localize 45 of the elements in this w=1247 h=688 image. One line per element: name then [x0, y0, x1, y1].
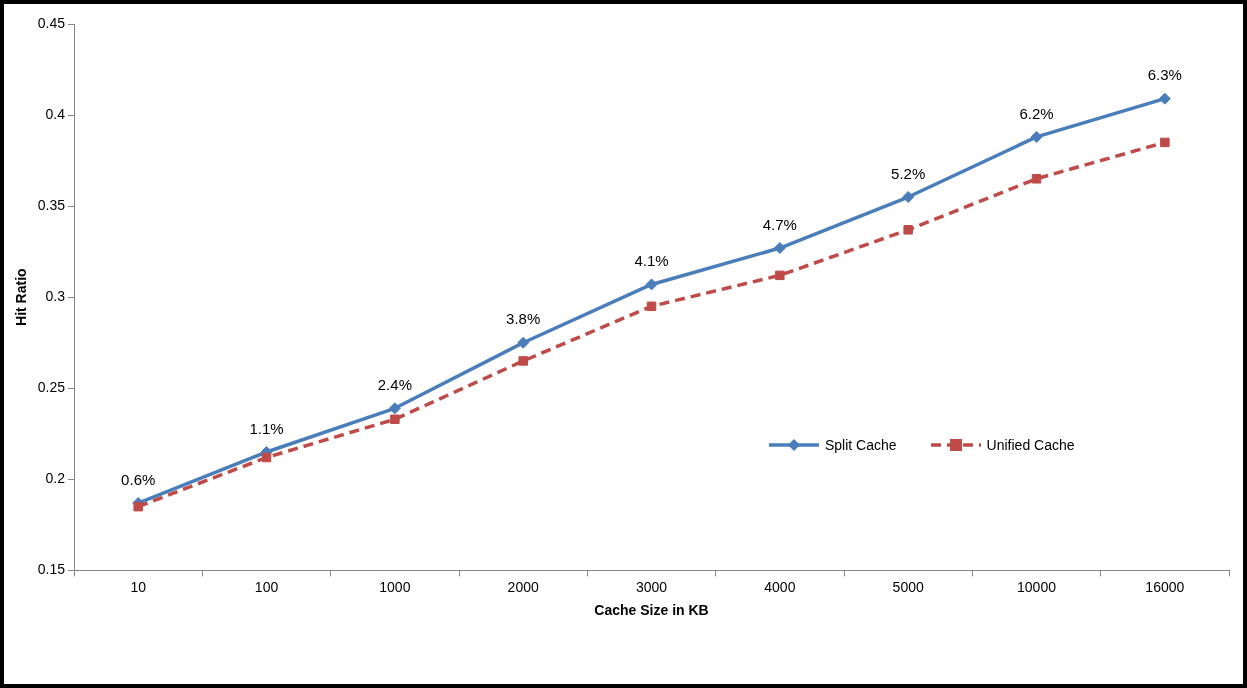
point: [1030, 130, 1043, 143]
point: [903, 225, 913, 235]
x-tick-label: 1000: [379, 578, 411, 595]
y-tick-label: 0.35: [37, 196, 66, 213]
annotation: 5.2%: [891, 164, 926, 182]
x-tick-label: 3000: [635, 578, 668, 595]
y-tick-label: 0.15: [37, 561, 66, 578]
annotation: 6.2%: [1019, 104, 1054, 122]
y-tick-label: 0.45: [37, 14, 66, 31]
legend-label: Unified Cache: [986, 437, 1075, 454]
x-tick-label: 100: [254, 578, 279, 595]
y-tick-label: 0.2: [45, 470, 66, 487]
point: [388, 402, 401, 415]
annotation: 0.6%: [121, 470, 156, 488]
point: [518, 356, 528, 366]
legend-label: Split Cache: [825, 437, 897, 454]
annotation: 3.8%: [506, 310, 541, 328]
point: [1158, 92, 1171, 105]
y-tick-label: 0.3: [45, 288, 66, 305]
x-axis-title: Cache Size in KB: [594, 602, 709, 619]
point: [773, 242, 786, 255]
point: [775, 270, 785, 281]
annotation: 6.3%: [1147, 66, 1182, 84]
annotation: 1.1%: [249, 419, 284, 437]
y-tick-label: 0.4: [45, 105, 66, 122]
point: [645, 278, 658, 291]
point: [1160, 137, 1170, 148]
point: [1031, 174, 1042, 184]
x-tick-label: 10000: [1017, 578, 1057, 595]
x-tick-label: 4000: [764, 578, 796, 595]
annotation: 4.7%: [762, 215, 797, 233]
x-tick-label: 5000: [892, 578, 924, 595]
point: [133, 501, 143, 512]
point: [261, 452, 272, 463]
x-tick-label: 10: [130, 578, 147, 595]
point: [390, 414, 400, 424]
point: [646, 301, 657, 312]
point: [902, 191, 915, 204]
y-axis-title: Hit Ratio: [13, 268, 30, 326]
x-tick-label: 16000: [1145, 578, 1185, 595]
y-tick-label: 0.25: [37, 379, 66, 396]
x-tick-label: 2000: [507, 578, 539, 595]
annotation: 2.4%: [377, 375, 412, 393]
point: [517, 336, 530, 349]
annotation: 4.1%: [634, 252, 669, 270]
